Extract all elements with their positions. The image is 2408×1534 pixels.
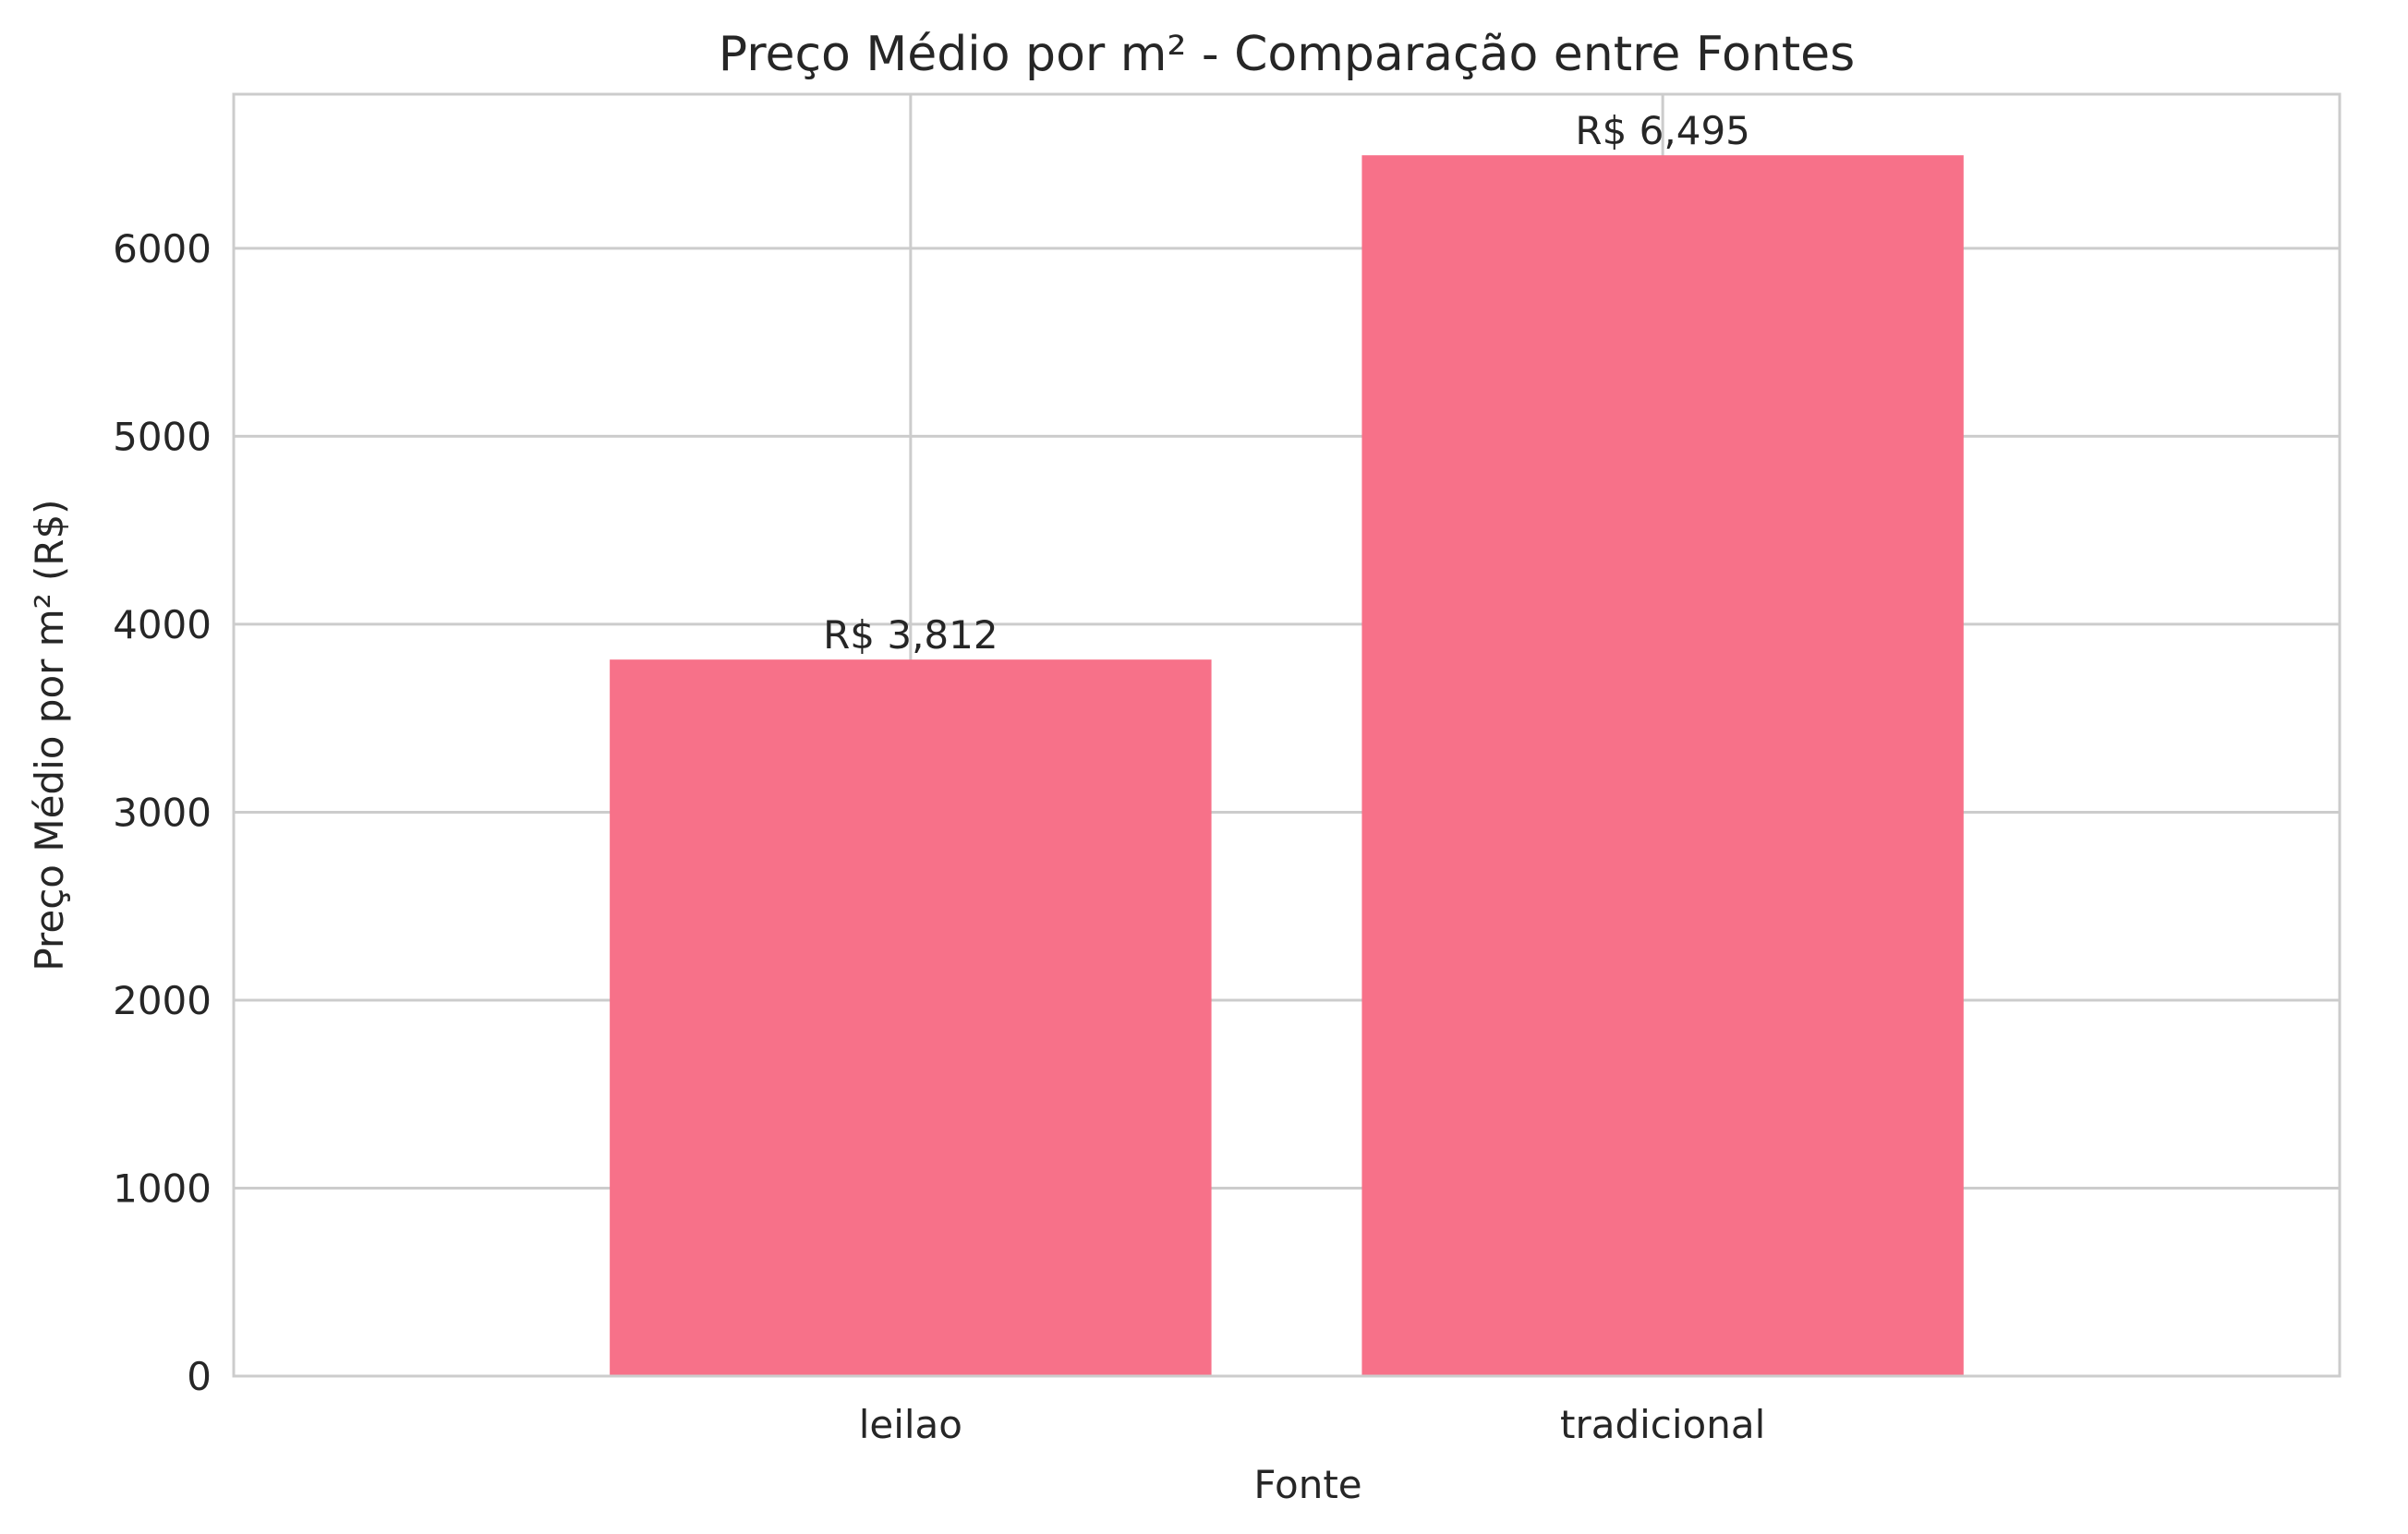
x-tick-label: leilao <box>859 1402 962 1447</box>
y-axis-label: Preço Médio por m² (R$) <box>27 499 72 971</box>
bar-value-label: R$ 3,812 <box>823 612 998 658</box>
x-tick-label: tradicional <box>1560 1402 1765 1447</box>
bar-tradicional <box>1361 155 1964 1377</box>
y-tick-label: 2000 <box>113 978 212 1023</box>
x-axis-label: Fonte <box>1253 1462 1361 1507</box>
bar-labels: R$ 3,812 R$ 6,495 <box>823 108 1750 658</box>
y-tick-label: 1000 <box>113 1166 212 1211</box>
chart-title: Preço Médio por m² - Comparação entre Fo… <box>719 27 1855 82</box>
y-tick-label: 3000 <box>113 790 212 835</box>
plot-area <box>234 94 2340 1376</box>
plot-frame <box>232 92 2341 1378</box>
y-axis-ticks: 0 1000 2000 3000 4000 5000 6000 <box>113 226 212 1399</box>
y-tick-label: 6000 <box>113 226 212 272</box>
bars <box>610 155 1964 1377</box>
bar-leilao <box>610 659 1212 1376</box>
x-axis-ticks: leilao tradicional <box>859 1402 1766 1447</box>
y-tick-label: 4000 <box>113 602 212 647</box>
y-tick-label: 0 <box>187 1354 212 1399</box>
y-tick-label: 5000 <box>113 414 212 459</box>
bar-value-label: R$ 6,495 <box>1575 108 1750 153</box>
